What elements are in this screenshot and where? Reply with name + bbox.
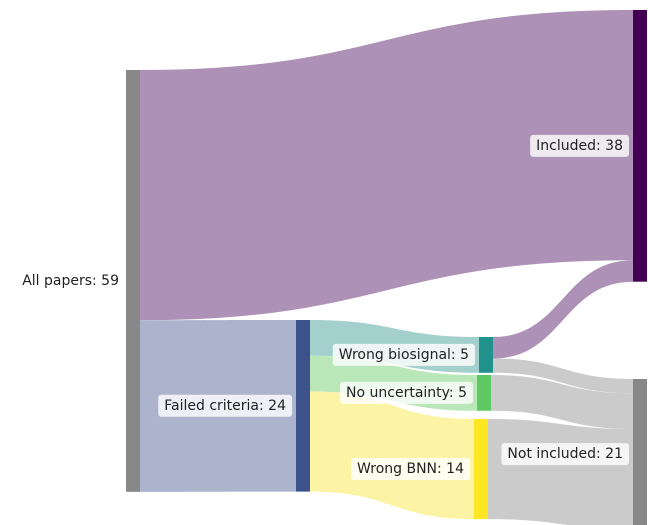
node-label: All papers: 59 (22, 273, 119, 289)
node-label: Failed criteria: 24 (164, 398, 286, 414)
node-label-group: Not included: 21 (501, 443, 629, 466)
node-label: Wrong biosignal: 5 (339, 347, 469, 363)
node-label-group: Failed criteria: 24 (158, 394, 293, 417)
node-label: Included: 38 (536, 138, 623, 154)
node (474, 419, 488, 520)
node-label-group: Included: 38 (530, 134, 629, 157)
node-label-group: No uncertainty: 5 (340, 381, 473, 404)
node-label: Not included: 21 (507, 446, 623, 462)
node-label: Wrong BNN: 14 (357, 461, 464, 477)
label-background (351, 458, 471, 481)
node (479, 337, 493, 373)
link (310, 391, 474, 520)
node-label-group: All papers: 59 (22, 273, 119, 289)
node-label-group: Wrong biosignal: 5 (332, 343, 475, 366)
node (633, 10, 647, 282)
node (296, 320, 310, 492)
link (493, 260, 633, 359)
label-background (501, 443, 629, 466)
node (633, 379, 647, 525)
node (126, 70, 140, 492)
link (140, 10, 633, 321)
label-background (530, 134, 629, 157)
link (493, 358, 633, 394)
link (491, 375, 633, 430)
node-label: No uncertainty: 5 (346, 385, 467, 401)
label-background (158, 394, 293, 417)
label-background (332, 343, 475, 366)
node-label-group: Wrong BNN: 14 (351, 458, 471, 481)
node (477, 375, 491, 411)
link (488, 419, 633, 525)
label-background (340, 381, 473, 404)
